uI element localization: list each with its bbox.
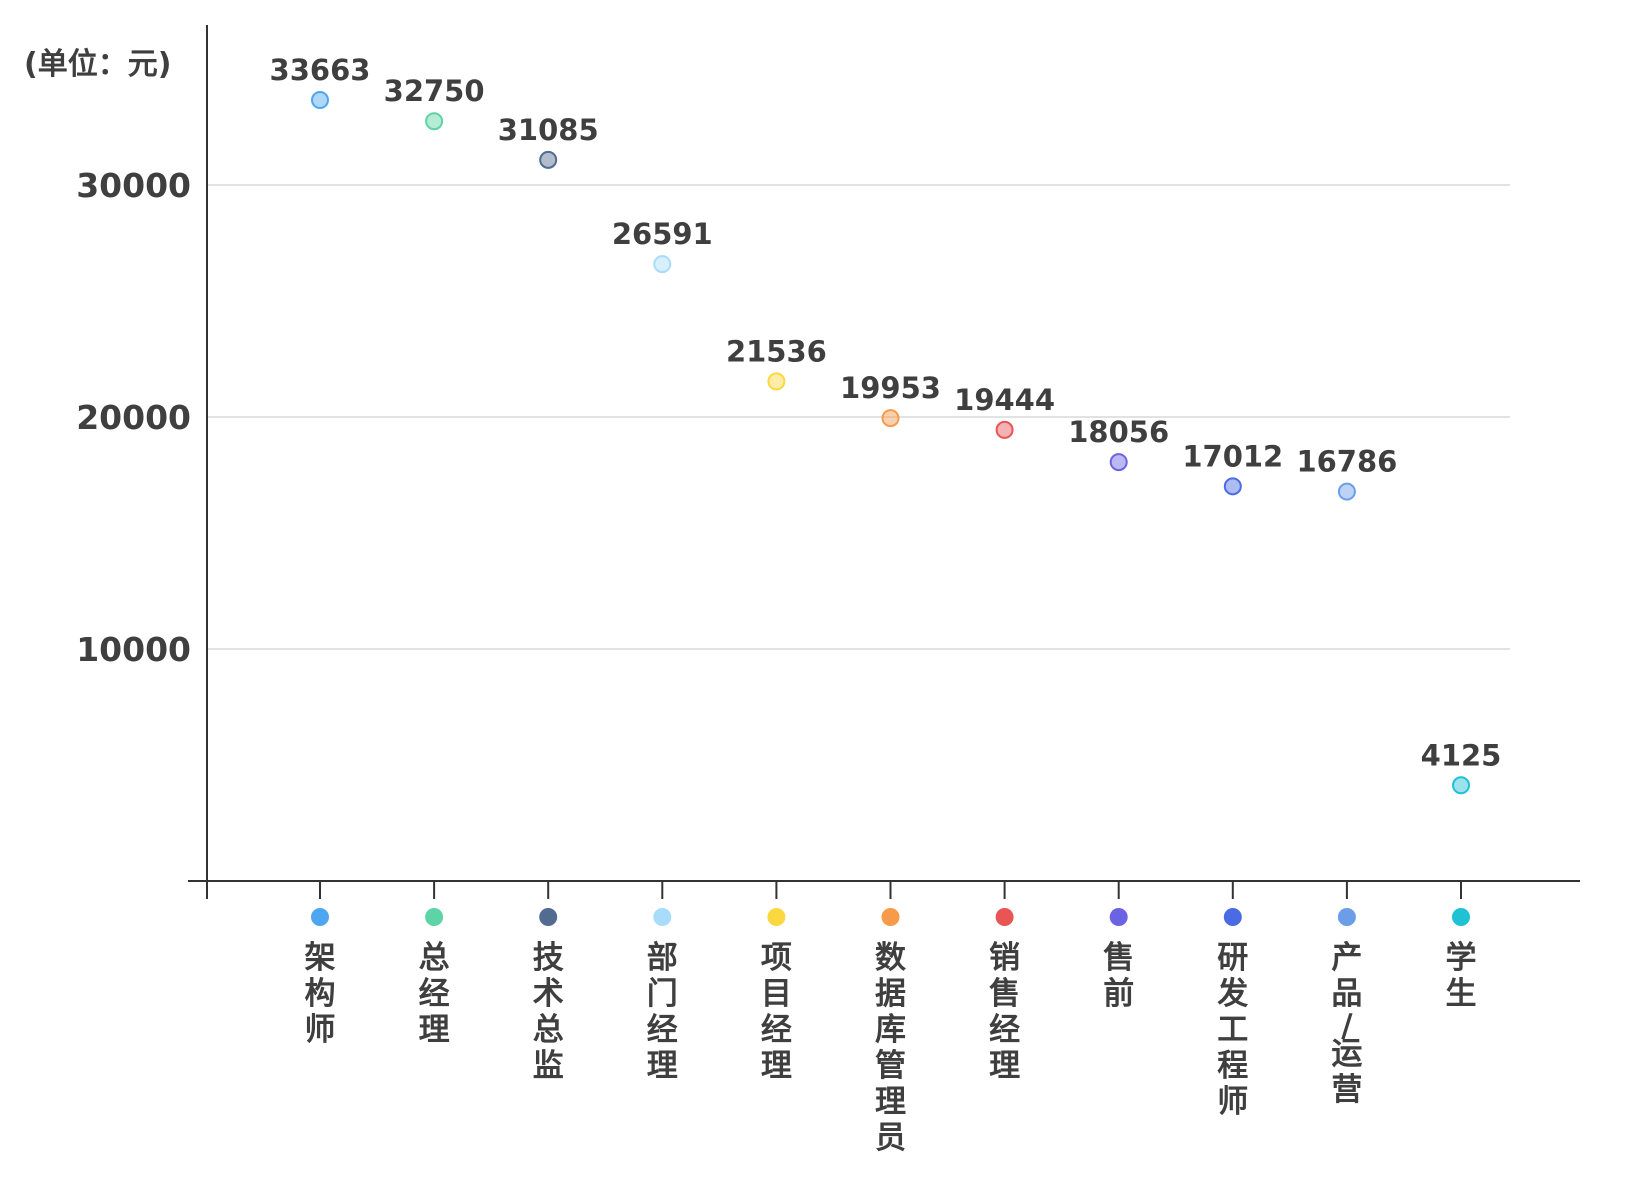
category-label: 数 [875, 940, 906, 976]
category-label: 术 [533, 976, 564, 1012]
data-point-8[interactable] [1223, 477, 1242, 496]
y-tick-labels: 10000 20000 30000 [76, 166, 191, 669]
data-label: 4125 [1421, 738, 1502, 772]
data-label: 32750 [384, 74, 485, 108]
category-label: 据 [875, 976, 906, 1012]
data-label: 21536 [726, 334, 827, 368]
data-point-9[interactable] [1337, 482, 1356, 501]
category-label: 项 [761, 940, 792, 976]
category-label: 构 [305, 976, 336, 1012]
category-label: 员 [875, 1120, 906, 1156]
legend-dot-1 [425, 908, 444, 926]
data-label: 26591 [612, 217, 713, 251]
legend-dot-2 [539, 908, 558, 926]
data-point-3[interactable] [653, 255, 672, 274]
category-label: 师 [305, 1012, 336, 1048]
category-label: 技 [533, 940, 564, 976]
category-label: 师 [1217, 1084, 1248, 1120]
category-label: 理 [419, 1012, 450, 1048]
legend-dot-0 [311, 908, 329, 926]
legend-dot-7 [1109, 908, 1128, 926]
data-label: 19953 [840, 371, 941, 405]
category-label: 营 [1331, 1072, 1362, 1108]
category-label: 部 [647, 940, 678, 976]
category-label: / [1341, 1008, 1353, 1044]
category-label: 运 [1331, 1036, 1362, 1072]
legend-dot-4 [767, 908, 786, 926]
data-label: 17012 [1182, 439, 1283, 473]
data-label: 16786 [1296, 445, 1397, 479]
category-label: 工 [1217, 1012, 1248, 1048]
data-point-1[interactable] [425, 112, 444, 131]
category-label: 生 [1446, 976, 1477, 1012]
data-point-0[interactable] [311, 91, 329, 110]
category-label: 理 [989, 1048, 1020, 1084]
category-label: 经 [419, 976, 450, 1012]
gridlines [207, 184, 1510, 650]
legend-dot-10 [1452, 908, 1470, 926]
unit-label: (单位：元) [24, 47, 171, 82]
category-label: 总 [533, 1012, 564, 1048]
data-point-10[interactable] [1452, 776, 1470, 795]
category-label: 售 [989, 976, 1020, 1012]
axes [188, 25, 1580, 899]
y-tick-label: 20000 [76, 398, 191, 437]
category-label: 经 [647, 1012, 678, 1048]
category-label: 品 [1331, 976, 1362, 1012]
data-point-4[interactable] [767, 372, 786, 391]
category-label: 总 [419, 940, 450, 976]
category-label: 销 [989, 940, 1020, 976]
category-label: 研 [1217, 940, 1248, 976]
data-point-2[interactable] [539, 150, 558, 169]
data-label: 31085 [498, 113, 599, 147]
category-label: 发 [1216, 976, 1248, 1012]
legend-dot-5 [881, 908, 900, 926]
category-label: 理 [647, 1048, 678, 1084]
category-label: 程 [1217, 1048, 1248, 1084]
category-label: 经 [761, 1012, 792, 1048]
legend-dot-3 [653, 908, 672, 926]
category-label: 管 [875, 1048, 906, 1084]
category-legend: 架构师总经理技术总监部门经理项目经理数据库管理员销售经理售前研发工程师产品/运营… [305, 908, 1477, 1156]
data-points [311, 91, 1470, 795]
data-point-6[interactable] [995, 420, 1014, 439]
data-point-7[interactable] [1109, 453, 1128, 472]
y-tick-label: 10000 [76, 630, 191, 669]
category-label: 学 [1446, 940, 1477, 976]
category-label: 理 [875, 1084, 906, 1120]
y-tick-label: 30000 [76, 166, 191, 205]
category-label: 门 [647, 976, 678, 1012]
legend-dot-6 [995, 908, 1014, 926]
data-label: 33663 [270, 53, 371, 87]
data-labels: 33663 32750 31085 26591 21536 19953 19444 18056… [270, 53, 1502, 772]
category-label: 库 [875, 1012, 906, 1048]
category-label: 前 [1103, 976, 1134, 1012]
category-label: 监 [533, 1048, 564, 1084]
legend-dot-8 [1223, 908, 1242, 926]
category-label: 理 [761, 1048, 792, 1084]
category-label: 售 [1103, 940, 1134, 976]
category-label: 经 [989, 1012, 1020, 1048]
category-label: 架 [305, 940, 336, 976]
data-label: 19444 [954, 383, 1055, 417]
data-point-5[interactable] [881, 409, 900, 428]
category-label: 目 [761, 976, 792, 1012]
category-label: 产 [1331, 940, 1362, 976]
legend-dot-9 [1337, 908, 1356, 926]
data-label: 18056 [1068, 415, 1169, 449]
